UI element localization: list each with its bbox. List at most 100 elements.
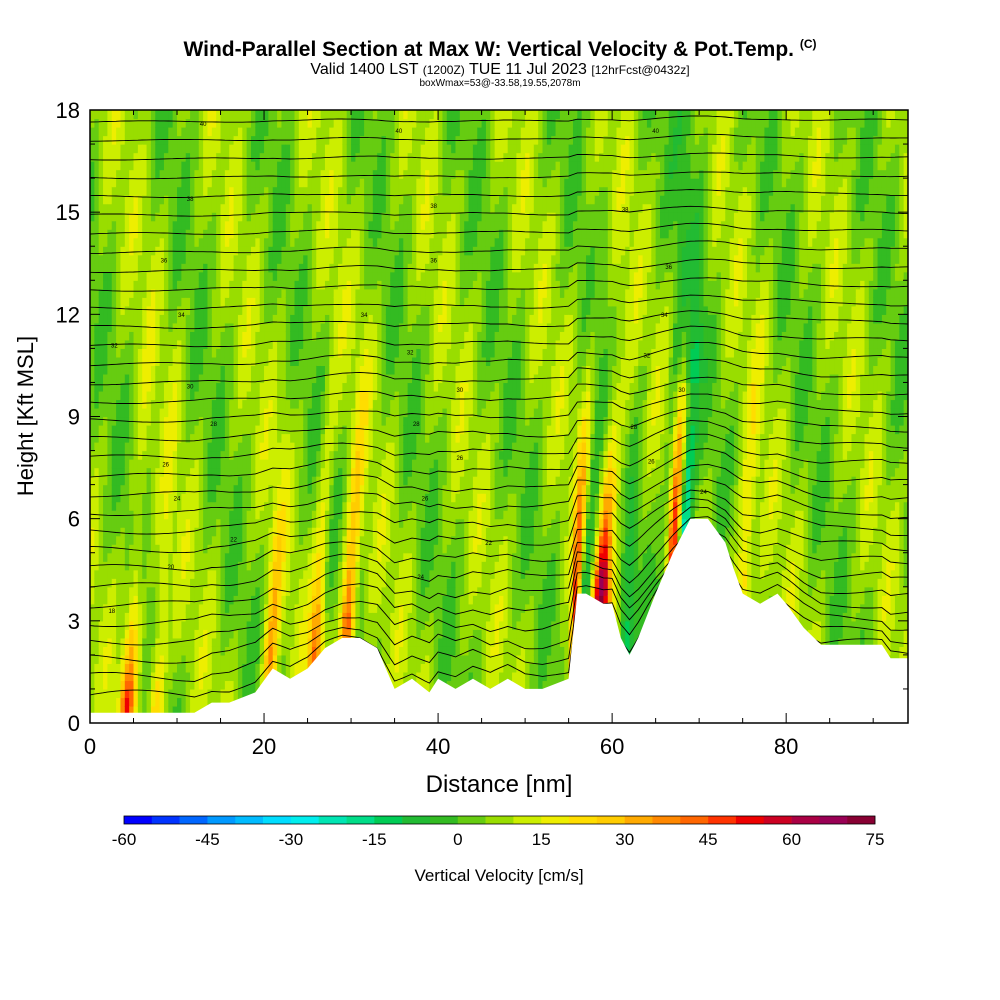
velocity-cell	[198, 510, 204, 520]
velocity-cell	[129, 407, 135, 418]
velocity-cell	[346, 484, 352, 494]
velocity-cell	[190, 297, 196, 307]
velocity-cell	[133, 629, 139, 639]
velocity-cell	[229, 680, 235, 690]
velocity-cell	[320, 620, 326, 630]
velocity-cell	[259, 365, 265, 375]
velocity-cell	[198, 629, 204, 639]
velocity-cell	[181, 680, 187, 690]
velocity-cell	[372, 356, 378, 367]
velocity-cell	[364, 484, 370, 494]
velocity-cell	[294, 339, 300, 349]
velocity-cell	[307, 612, 313, 622]
velocity-cell	[242, 561, 248, 571]
velocity-cell	[237, 450, 243, 460]
velocity-cell	[172, 671, 178, 682]
velocity-cell	[211, 527, 217, 537]
velocity-cell	[220, 527, 226, 537]
velocity-cell	[255, 390, 261, 401]
velocity-cell	[237, 501, 243, 511]
velocity-cell	[124, 705, 130, 716]
velocity-cell	[338, 212, 343, 222]
velocity-cell	[368, 527, 374, 537]
velocity-cell	[277, 612, 283, 622]
velocity-cell	[342, 390, 348, 401]
velocity-cell	[163, 186, 169, 196]
velocity-cell	[346, 297, 352, 307]
velocity-cell	[111, 663, 117, 673]
velocity-cell	[346, 425, 352, 435]
velocity-cell	[194, 135, 200, 145]
velocity-cell	[177, 373, 182, 384]
velocity-cell	[233, 561, 239, 571]
velocity-cell	[224, 459, 230, 469]
velocity-cell	[329, 263, 335, 273]
velocity-cell	[94, 578, 100, 588]
velocity-cell	[181, 646, 187, 656]
velocity-cell	[255, 356, 261, 367]
velocity-cell	[207, 544, 213, 554]
velocity-cell	[94, 212, 100, 222]
velocity-cell	[194, 603, 200, 613]
velocity-cell	[224, 450, 230, 460]
velocity-cell	[311, 178, 317, 188]
velocity-cell	[294, 314, 300, 324]
velocity-cell	[137, 220, 143, 230]
velocity-cell	[90, 288, 95, 298]
velocity-cell	[320, 603, 326, 613]
velocity-cell	[146, 314, 152, 324]
velocity-cell	[211, 569, 217, 579]
velocity-cell	[216, 510, 222, 520]
velocity-cell	[168, 450, 174, 460]
velocity-cell	[351, 620, 357, 630]
velocity-cell	[385, 493, 391, 503]
velocity-cell	[303, 110, 309, 120]
velocity-cell	[351, 561, 357, 571]
velocity-cell	[120, 254, 126, 264]
velocity-cell	[150, 603, 156, 613]
velocity-cell	[94, 178, 100, 188]
velocity-cell	[359, 629, 365, 639]
velocity-cell	[298, 237, 304, 247]
velocity-cell	[320, 416, 326, 426]
velocity-cell	[294, 237, 300, 247]
velocity-cell	[298, 263, 304, 273]
velocity-cell	[316, 195, 322, 205]
velocity-cell	[268, 220, 274, 230]
velocity-cell	[211, 152, 217, 162]
velocity-cell	[229, 620, 235, 630]
velocity-cell	[303, 433, 309, 443]
velocity-cell	[268, 569, 274, 579]
velocity-cell	[316, 305, 322, 315]
velocity-cell	[268, 552, 274, 562]
velocity-cell	[211, 612, 217, 622]
velocity-cell	[129, 612, 135, 622]
velocity-cell	[303, 348, 309, 358]
velocity-cell	[259, 356, 265, 367]
velocity-cell	[368, 127, 374, 137]
velocity-cell	[346, 467, 352, 477]
velocity-cell	[368, 135, 374, 145]
velocity-cell	[364, 229, 370, 239]
velocity-cell	[94, 161, 100, 171]
velocity-cell	[246, 629, 252, 639]
velocity-cell	[385, 535, 391, 545]
velocity-cell	[150, 544, 156, 554]
velocity-cell	[303, 510, 309, 520]
velocity-cell	[194, 629, 200, 639]
velocity-cell	[250, 161, 256, 171]
velocity-cell	[320, 399, 326, 409]
velocity-cell	[338, 569, 343, 579]
velocity-cell	[372, 118, 378, 128]
velocity-cell	[116, 110, 122, 120]
velocity-cell	[333, 314, 339, 324]
velocity-cell	[103, 322, 108, 332]
velocity-cell	[294, 493, 300, 503]
velocity-cell	[381, 237, 387, 247]
velocity-cell	[94, 169, 100, 179]
velocity-cell	[203, 535, 209, 545]
velocity-cell	[303, 220, 309, 230]
velocity-cell	[372, 127, 378, 137]
velocity-cell	[190, 476, 196, 486]
velocity-cell	[103, 118, 108, 128]
